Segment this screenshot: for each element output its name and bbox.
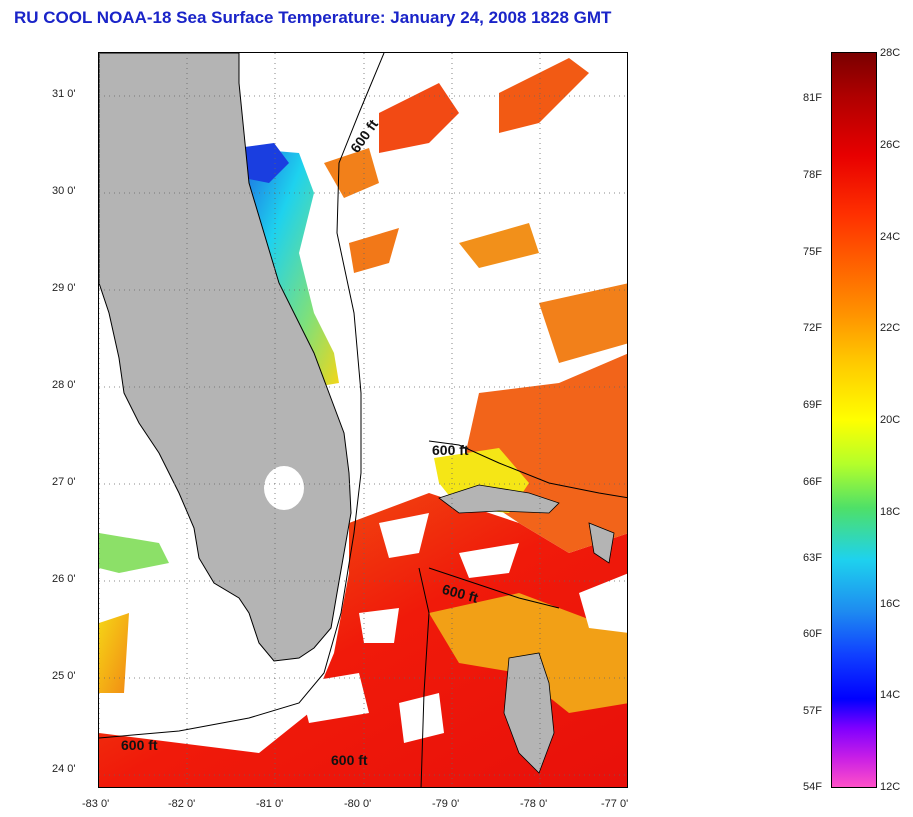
grid-lines: [99, 53, 627, 787]
colorbar-f-66: 66F: [803, 476, 822, 488]
colorbar-c-26: 26C: [880, 139, 901, 151]
eleuthera-island: [588, 522, 615, 564]
colorbar-f-75: 75F: [803, 246, 822, 258]
lon-label-80: -80 0': [344, 798, 372, 810]
colorbar-f-57: 57F: [803, 705, 822, 717]
lon-label-81: -81 0': [256, 798, 284, 810]
colorbar-f-78: 78F: [803, 169, 822, 181]
colorbar-f-60: 60F: [803, 628, 822, 640]
colorbar-f-72: 72F: [803, 322, 822, 334]
colorbar-c-12: 12C: [880, 781, 901, 793]
cloud-patch-6: [399, 693, 444, 743]
colorbar-c-20: 20C: [880, 414, 901, 426]
contour-label-gulf: 600 ft: [121, 737, 158, 753]
lat-label-28: 28 0': [52, 379, 76, 391]
warm-streak-north-3: [324, 148, 379, 198]
lon-label-77: -77 0': [601, 798, 629, 810]
colorbar-c-14: 14C: [880, 689, 901, 701]
cloud-patch-2: [459, 543, 519, 578]
lat-label-24: 24 0': [52, 763, 76, 775]
colorbar-f-54: 54F: [803, 781, 822, 793]
coastal-cold-water: [239, 148, 339, 388]
lat-label-26: 26 0': [52, 573, 76, 585]
warm-streak-mid-2: [539, 283, 627, 363]
cold-water-north: [237, 143, 289, 183]
warm-streak-mid-1: [349, 228, 399, 273]
lat-label-25: 25 0': [52, 670, 76, 682]
colorbar-f-69: 69F: [803, 399, 822, 411]
contour-label-south: 600 ft: [331, 752, 368, 768]
lat-label-31: 31 0': [52, 88, 76, 100]
lake-okeechobee: [264, 466, 304, 510]
warm-streak-mid-3: [459, 223, 539, 268]
lon-label-79: -79 0': [432, 798, 460, 810]
warm-streak-north-2: [499, 58, 589, 133]
lon-label-82: -82 0': [168, 798, 196, 810]
andros-island: [503, 652, 555, 774]
lat-label-29: 29 0': [52, 282, 76, 294]
colorbar-c-28: 28C: [880, 47, 901, 59]
grand-bahama-island: [438, 484, 560, 514]
cloud-patch-4: [579, 573, 627, 633]
lon-label-78: -78 0': [520, 798, 548, 810]
warm-streak-north-1: [379, 83, 459, 153]
colorbar-f-81: 81F: [803, 92, 822, 104]
mid-water-southeast: [429, 593, 627, 713]
gulf-cool-patch: [99, 533, 169, 573]
sst-map-svg: 600 ft 600 ft 600 ft 600 ft 600 ft: [99, 53, 627, 787]
colorbar-c-18: 18C: [880, 506, 901, 518]
gulf-warm-patch: [99, 613, 129, 693]
colorbar-c-22: 22C: [880, 322, 901, 334]
map-title: RU COOL NOAA-18 Sea Surface Temperature:…: [14, 8, 612, 27]
lat-label-30: 30 0': [52, 185, 76, 197]
lon-label-83: -83 0': [82, 798, 110, 810]
cloud-patch-3: [359, 608, 399, 643]
cloud-patch-1: [379, 513, 429, 558]
colorbar-c-16: 16C: [880, 598, 901, 610]
colorbar-c-24: 24C: [880, 231, 901, 243]
sst-map: 600 ft 600 ft 600 ft 600 ft 600 ft: [98, 52, 628, 788]
cloud-patch-5: [299, 673, 369, 723]
contour-label-bahamas: 600 ft: [432, 442, 469, 458]
bathymetry-contours: [99, 53, 627, 787]
colorbar-f-63: 63F: [803, 552, 822, 564]
lat-label-27: 27 0': [52, 476, 76, 488]
temperature-colorbar: [831, 52, 877, 788]
